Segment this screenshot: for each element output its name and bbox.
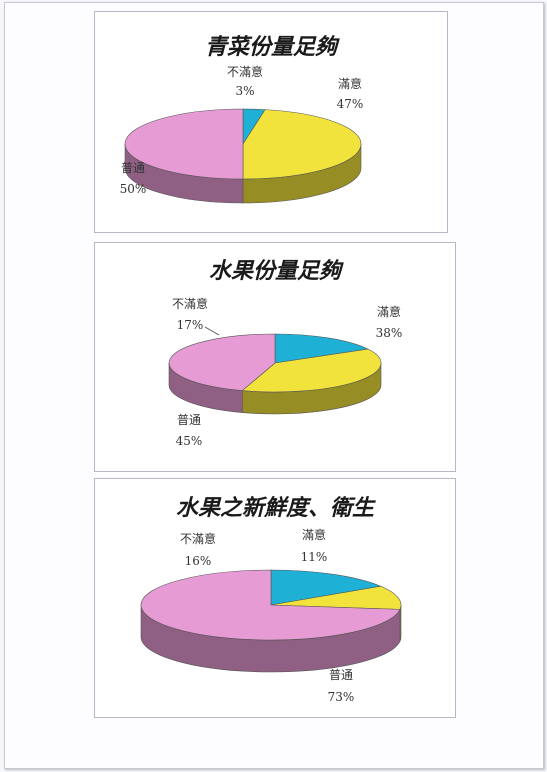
- pct-satisfied: 11%: [301, 550, 328, 564]
- pct-satisfied: 47%: [337, 97, 364, 111]
- pie-slice-dissatisfied: [270, 569, 382, 606]
- pie-slice-normal: [168, 333, 276, 391]
- pct-dissatisfied: 3%: [235, 84, 254, 98]
- pie-slice-dissatisfied: [274, 333, 369, 364]
- pie-slice-satisfied: [241, 348, 382, 393]
- pie-slice-satisfied: [270, 585, 402, 610]
- pie-slice-satisfied: [242, 109, 362, 180]
- label-dissatisfied: 不滿意: [172, 296, 208, 311]
- leader-line: [204, 326, 220, 336]
- pct-satisfied: 38%: [376, 326, 403, 340]
- label-satisfied: 滿意: [302, 527, 326, 542]
- label-normal: 普通: [121, 161, 145, 175]
- label-dissatisfied: 不滿意: [227, 64, 263, 79]
- pie-slice-normal: [124, 108, 244, 180]
- chart-panel-vegetables: 青菜份量足夠 不滿意 3% 滿意 47% 普通 50%: [94, 11, 448, 233]
- pie-chart-fruit-freshness: 水果之新鮮度、衛生 不滿意 16% 滿意 11% 普通 73%: [140, 495, 402, 704]
- chart-title: 青菜份量足夠: [205, 34, 340, 60]
- document-page: 青菜份量足夠 不滿意 3% 滿意 47% 普通 50% 水果份量足夠 不滿意 1…: [4, 2, 544, 769]
- pie-slice-normal: [140, 569, 401, 641]
- chart-panel-fruit-freshness: 水果之新鮮度、衛生 不滿意 16% 滿意 11% 普通 73%: [94, 478, 456, 718]
- label-satisfied: 滿意: [338, 76, 362, 91]
- label-normal: 普通: [177, 413, 201, 427]
- pct-dissatisfied: 16%: [185, 554, 212, 568]
- label-dissatisfied: 不滿意: [180, 531, 216, 546]
- pct-normal: 50%: [120, 182, 147, 196]
- pct-dissatisfied: 17%: [177, 318, 204, 332]
- pct-normal: 45%: [176, 434, 203, 448]
- chart-title: 水果份量足夠: [209, 258, 344, 284]
- label-satisfied: 滿意: [377, 304, 401, 319]
- pie-chart-fruit-quantity: 水果份量足夠 不滿意 17% 滿意 38% 普通 45%: [168, 258, 403, 448]
- pct-normal: 73%: [328, 690, 355, 704]
- label-normal: 普通: [329, 668, 353, 682]
- chart-panel-fruit-quantity: 水果份量足夠 不滿意 17% 滿意 38% 普通 45%: [94, 242, 456, 472]
- chart-title: 水果之新鮮度、衛生: [176, 495, 376, 521]
- pie-chart-vegetables: 青菜份量足夠 不滿意 3% 滿意 47% 普通 50%: [120, 34, 364, 204]
